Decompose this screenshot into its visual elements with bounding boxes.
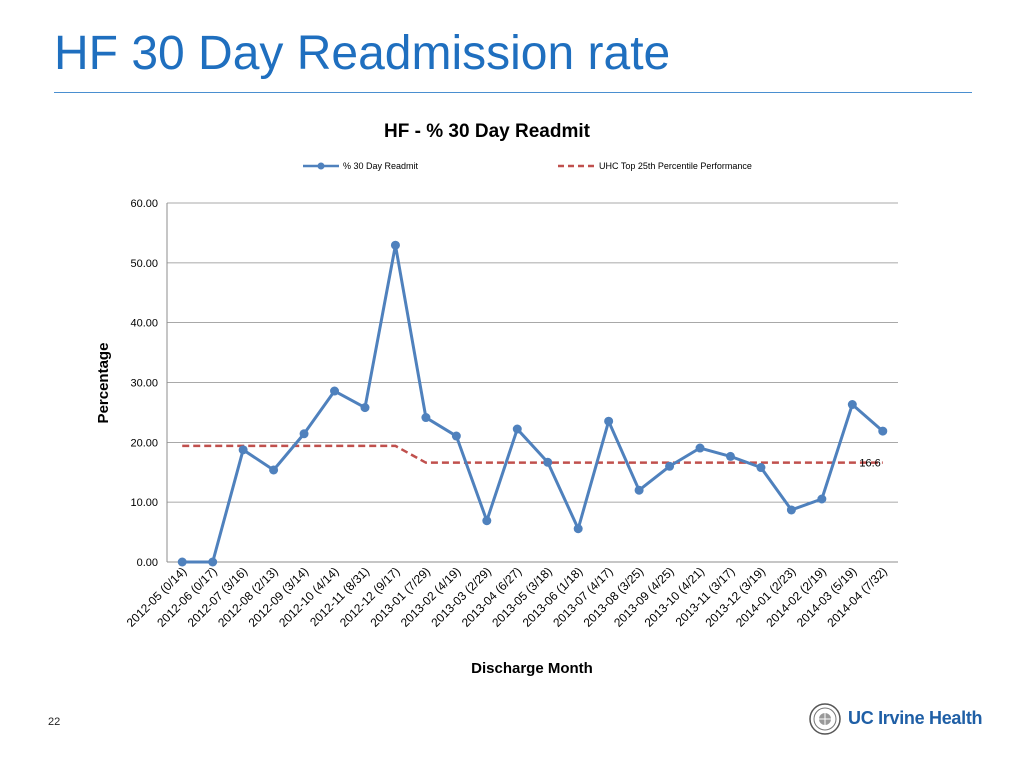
data-point [786, 505, 796, 515]
data-point [360, 403, 370, 413]
uci-health-logo: UC Irvine Health [808, 702, 983, 736]
readmit-series [177, 240, 888, 567]
data-point [634, 485, 644, 495]
data-point [208, 557, 218, 567]
benchmark-end-label: 16.6 [859, 458, 880, 470]
x-axis-title: Discharge Month [471, 660, 593, 677]
data-point [269, 465, 279, 475]
y-tick-label: 50.00 [130, 258, 158, 270]
data-point [177, 557, 187, 567]
data-point [299, 429, 309, 439]
data-point [512, 424, 522, 434]
data-point [847, 400, 857, 410]
y-axis: 0.00 10.00 20.00 30.00 40.00 50.00 60.00 [130, 198, 168, 569]
readmit-line [182, 243, 884, 564]
data-point [482, 516, 492, 526]
data-point [878, 426, 888, 436]
seal-icon [809, 703, 841, 735]
data-point [390, 240, 400, 250]
y-tick-label: 30.00 [130, 378, 158, 390]
data-point [421, 413, 431, 423]
slide-number: 22 [48, 716, 61, 728]
y-tick-label: 60.00 [130, 198, 158, 210]
data-point [665, 461, 675, 471]
benchmark-line [182, 444, 883, 464]
data-point [725, 451, 735, 461]
y-tick-label: 40.00 [130, 318, 158, 330]
legend-marker-readmit [317, 162, 325, 170]
x-axis: 2012-05 (0/14)2012-06 (0/17)2012-07 (3/1… [124, 561, 898, 630]
data-point [756, 463, 766, 473]
data-point [330, 386, 340, 396]
y-axis-title: Percentage [95, 343, 112, 424]
legend-label-benchmark: UHC Top 25th Percentile Performance [599, 161, 752, 171]
y-tick-label: 10.00 [130, 497, 158, 509]
title-divider [54, 92, 972, 93]
data-point [817, 494, 827, 504]
data-point [573, 524, 583, 534]
legend-label-readmit: % 30 Day Readmit [343, 161, 419, 171]
y-tick-label: 0.00 [137, 557, 158, 569]
slide-title: HF 30 Day Readmission rate [54, 27, 671, 80]
data-point [695, 443, 705, 453]
data-point [604, 416, 614, 426]
data-point [451, 431, 461, 441]
legend: % 30 Day Readmit UHC Top 25th Percentile… [303, 161, 752, 171]
benchmark-series: 16.6 [182, 444, 883, 470]
data-point [238, 445, 248, 455]
logo-text: UC Irvine Health [848, 708, 983, 728]
y-tick-label: 20.00 [130, 437, 158, 449]
data-point [543, 457, 553, 467]
chart-title: HF - % 30 Day Readmit [384, 121, 591, 142]
